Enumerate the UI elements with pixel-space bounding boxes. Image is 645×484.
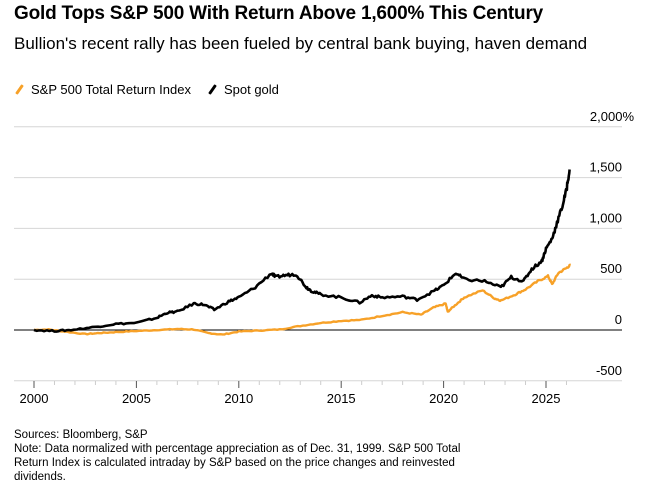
legend-item-gold: Spot gold [207,82,279,97]
y-tick-label: 1,500 [589,160,622,175]
y-tick-label: -500 [596,363,622,378]
x-tick-label: 2025 [532,391,561,406]
y-tick-label: 2,000% [590,109,635,124]
line-chart: 2,000% 1,500 1,000 500 0 -500 2000 2005 2010 201… [14,109,634,406]
x-tick-label: 2000 [20,391,49,406]
series-line-sp500 [33,263,572,336]
x-tick-label: 2010 [224,391,253,406]
footnote: Note: Data normalized with percentage ap… [14,443,461,483]
y-tick-label: 500 [600,261,622,276]
x-axis: 2000 2005 2010 2015 2020 2025 [20,381,567,406]
x-tick-label: 2005 [122,391,151,406]
legend: S&P 500 Total Return Index Spot gold [14,82,295,97]
legend-swatch-sp500 [15,84,24,95]
gridlines [14,126,622,382]
legend-swatch-gold [208,84,217,95]
chart-subtitle: Bullion's recent rally has been fueled b… [14,34,588,53]
y-axis-labels: 2,000% 1,500 1,000 500 0 -500 [589,109,634,378]
chart-title: Gold Tops S&P 500 With Return Above 1,60… [14,3,544,24]
y-tick-label: 0 [615,312,622,327]
y-tick-label: 1,000 [589,210,622,225]
x-tick-label: 2015 [327,391,356,406]
sources-note: Sources: Bloomberg, S&P [14,429,148,441]
legend-label-sp500: S&P 500 Total Return Index [31,82,191,97]
legend-label-gold: Spot gold [223,82,279,97]
series-line-spot-gold [33,169,571,333]
x-tick-label: 2020 [429,391,458,406]
series-lines [33,169,572,336]
legend-item-sp500: S&P 500 Total Return Index [14,82,191,97]
